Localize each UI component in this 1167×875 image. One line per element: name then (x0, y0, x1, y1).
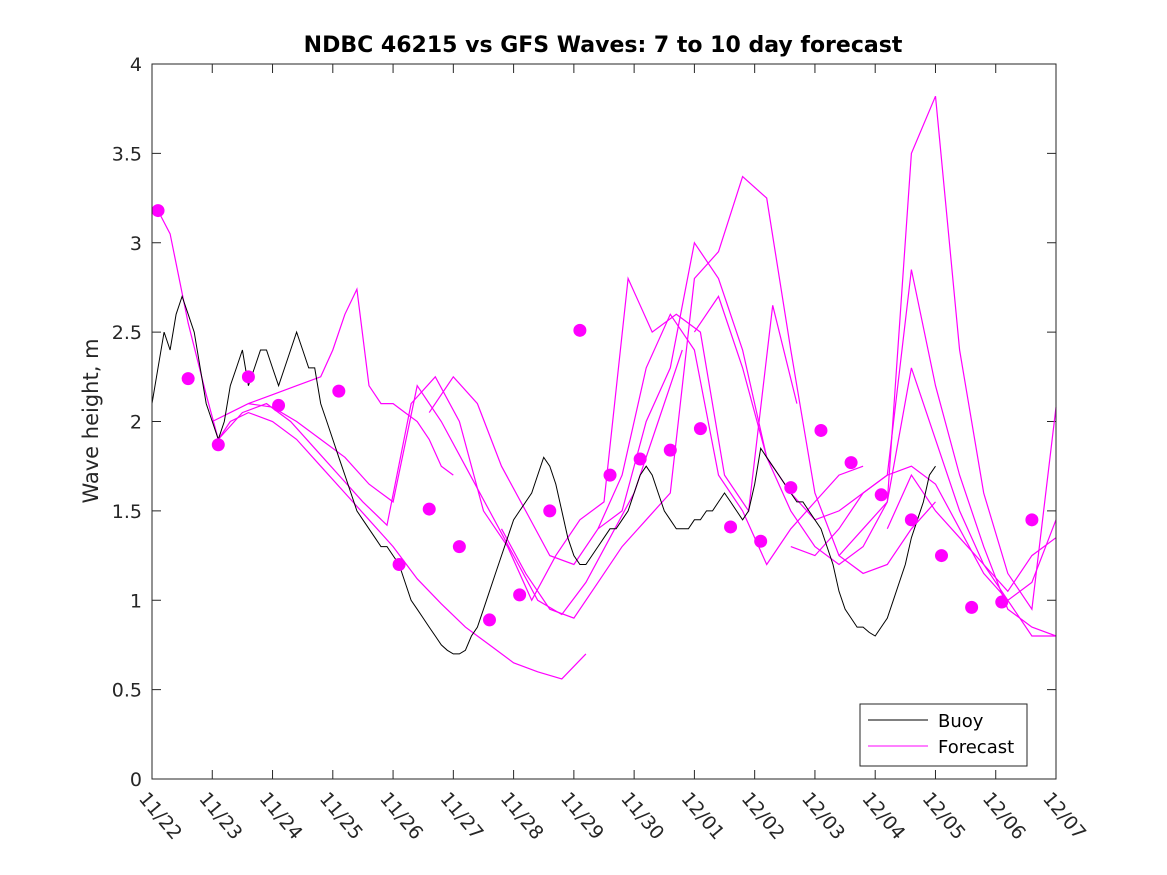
forecast-line (886, 473, 1057, 593)
forecast-marker (844, 456, 858, 470)
forecast-line (790, 269, 1057, 637)
forecast-line (428, 313, 864, 566)
forecast-marker (934, 549, 948, 563)
legend-box (859, 703, 1028, 767)
forecast-marker (784, 481, 798, 495)
x-tick-label: 12/01 (677, 788, 729, 844)
x-tick-label: 11/29 (556, 788, 608, 844)
y-tick-label: 0 (130, 769, 142, 791)
x-tick-label: 12/06 (978, 788, 1030, 844)
x-tick-label: 11/30 (616, 788, 668, 844)
forecast-marker (543, 504, 557, 518)
y-tick-label: 4 (130, 54, 142, 76)
y-tick-label: 2 (130, 412, 142, 434)
y-tick-label: 1 (130, 590, 142, 612)
forecast-line (212, 287, 454, 476)
x-tick-label: 11/27 (436, 788, 488, 844)
chart-title: NDBC 46215 vs GFS Waves: 7 to 10 day for… (304, 33, 903, 58)
forecast-marker (724, 520, 738, 534)
legend-forecast-label: Forecast (938, 737, 1014, 758)
forecast-series (157, 95, 1057, 680)
forecast-line (217, 276, 798, 602)
x-tick-label: 11/28 (496, 788, 548, 844)
forecast-marker (513, 588, 527, 602)
legend: Buoy Forecast (859, 703, 1028, 767)
forecast-marker (573, 323, 587, 337)
legend-buoy-label: Buoy (938, 711, 984, 732)
y-tick-label: 2.5 (112, 322, 142, 344)
forecast-marker (241, 370, 255, 384)
forecast-line (157, 210, 587, 680)
forecast-marker (754, 534, 768, 548)
plot-area (151, 95, 1057, 680)
x-tick-label: 12/07 (1038, 788, 1090, 844)
buoy-series (151, 294, 936, 655)
forecast-marker (151, 204, 165, 218)
forecast-marker (332, 384, 346, 398)
forecast-marker (422, 502, 436, 516)
x-tick-label: 11/23 (194, 788, 246, 844)
forecast-marker (603, 468, 617, 482)
forecast-line (693, 95, 1057, 611)
x-tick-label: 11/24 (255, 788, 307, 844)
forecast-marker (633, 452, 647, 466)
y-axis-label: Wave height, m (79, 338, 103, 503)
y-tick-label: 0.5 (112, 680, 142, 702)
forecast-marker (181, 372, 195, 386)
forecast-marker (1025, 513, 1039, 527)
forecast-marker (995, 595, 1009, 609)
forecast-marker (452, 540, 466, 554)
x-tick-label: 11/22 (134, 788, 186, 844)
forecast-marker (904, 513, 918, 527)
y-axis-tick-labels: 0 0.5 1 1.5 2 2.5 3 3.5 4 (112, 54, 142, 791)
forecast-line (597, 241, 1057, 602)
forecast-marker (693, 422, 707, 436)
forecast-marker (814, 423, 828, 437)
forecast-marker (663, 443, 677, 457)
forecast-marker (874, 488, 888, 502)
forecast-line (248, 349, 683, 616)
x-axis-tick-labels: 11/22 11/23 11/24 11/25 11/26 11/27 11/28 11/29… (134, 788, 1090, 844)
y-tick-label: 3.5 (112, 143, 142, 165)
x-tick-label: 12/04 (857, 788, 909, 844)
forecast-marker (392, 558, 406, 571)
y-tick-label: 3 (130, 233, 142, 255)
forecast-marker (965, 600, 979, 614)
x-tick-label: 12/03 (797, 788, 849, 844)
buoy-line (151, 294, 936, 655)
forecast-marker (211, 438, 225, 452)
axis-ticks (151, 63, 1057, 780)
x-tick-label: 12/02 (737, 788, 789, 844)
plot-frame (151, 63, 1057, 780)
forecast-line (838, 367, 1056, 637)
forecast-marker (482, 613, 496, 627)
forecast-markers (151, 204, 1039, 627)
x-tick-label: 11/25 (315, 788, 367, 844)
y-tick-label: 1.5 (112, 501, 142, 523)
forecast-marker (272, 398, 286, 412)
forecast-line (500, 175, 936, 619)
x-tick-label: 12/05 (918, 788, 970, 844)
x-tick-label: 11/26 (375, 788, 427, 844)
